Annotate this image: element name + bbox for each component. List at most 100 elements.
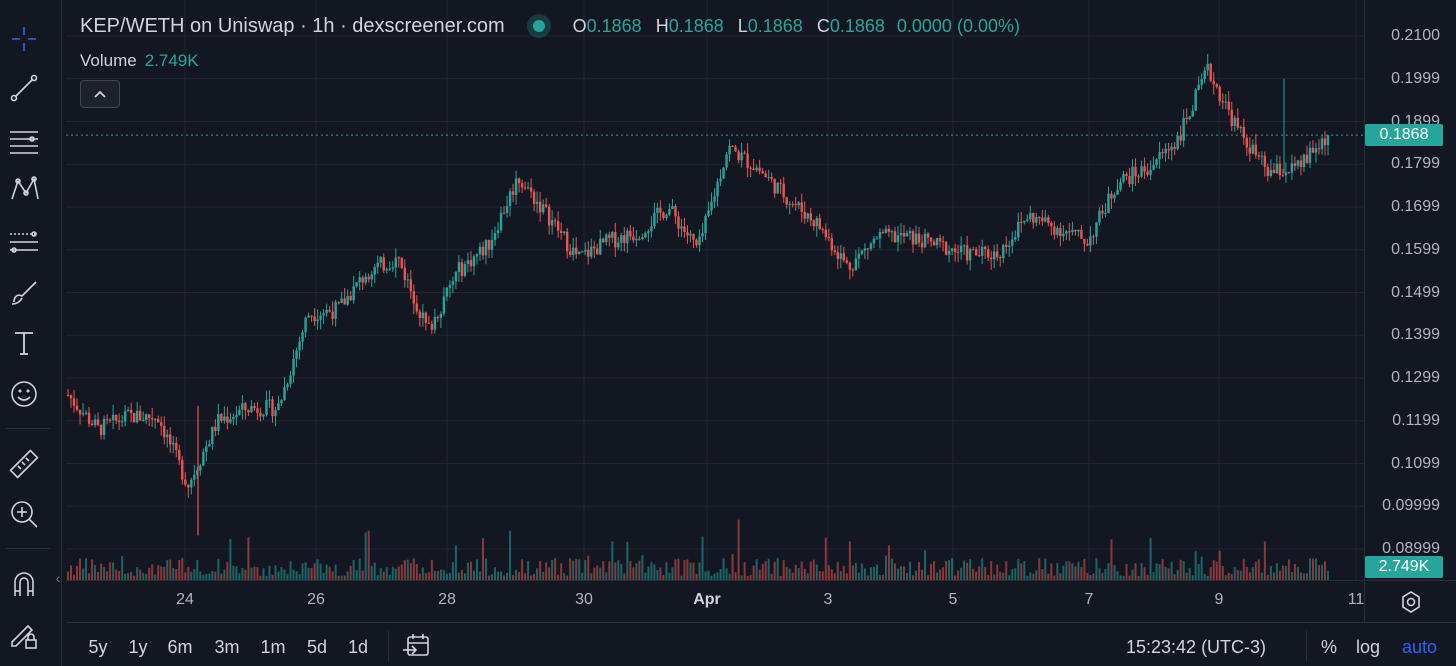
candle-body	[647, 231, 650, 234]
volume-bar	[899, 566, 902, 580]
candle-body	[157, 418, 160, 423]
emoji-icon[interactable]	[0, 370, 48, 418]
candle-body	[1038, 217, 1041, 219]
range-button-3m[interactable]: 3m	[214, 637, 240, 657]
time-axis[interactable]: 24 26 28 30 Apr 3 5 7 9 11	[66, 580, 1364, 622]
candle-body	[929, 237, 933, 242]
horizontal-lines-icon[interactable]	[0, 116, 48, 164]
candle-body	[989, 257, 993, 260]
volume-bar	[1296, 566, 1299, 580]
volume-bar	[223, 569, 226, 580]
ruler-icon[interactable]	[0, 440, 48, 488]
candle-body	[1302, 154, 1306, 168]
volume-bar	[1251, 567, 1254, 580]
candle-body	[971, 249, 975, 251]
candle-body	[1245, 137, 1249, 148]
crosshair-icon[interactable]	[0, 15, 48, 63]
zoom-in-icon[interactable]	[0, 490, 48, 538]
range-button-6m[interactable]: 6m	[167, 637, 193, 657]
candle-body	[1320, 138, 1324, 150]
volume-bar	[966, 562, 969, 580]
range-button-5d[interactable]: 5d	[306, 637, 328, 657]
volume-bar	[611, 541, 614, 580]
volume-bar	[436, 571, 439, 580]
candle-body	[544, 204, 548, 207]
range-button-5y[interactable]: 5y	[88, 637, 108, 657]
log-toggle[interactable]: log	[1356, 637, 1381, 657]
candle-body	[355, 282, 358, 287]
volume-bar	[677, 558, 680, 580]
volume-bar	[1128, 575, 1131, 580]
candle-body	[448, 284, 452, 288]
chart-pane[interactable]	[66, 0, 1364, 580]
candle-body	[653, 213, 656, 227]
toolbar-collapse-icon[interactable]: ‹	[55, 570, 61, 586]
candle-body	[463, 263, 467, 276]
candle-body	[1125, 173, 1128, 176]
date-range-icon[interactable]	[402, 633, 432, 664]
candle-body	[520, 183, 524, 188]
candlestick-chart[interactable]	[66, 0, 1364, 580]
candle-body	[1311, 147, 1315, 153]
volume-bar	[1233, 566, 1236, 580]
brush-icon[interactable]	[0, 268, 48, 316]
candle-body	[493, 233, 497, 240]
range-button-1y[interactable]: 1y	[128, 637, 148, 657]
volume-bar	[936, 572, 939, 580]
price-tick-label: 0.1799	[1391, 155, 1440, 173]
candle-body	[848, 262, 852, 270]
volume-bar	[641, 555, 644, 580]
range-button-1m[interactable]: 1m	[260, 637, 286, 657]
candle-body	[884, 228, 888, 233]
candle-body	[1218, 86, 1221, 102]
volume-bar	[581, 572, 584, 580]
text-icon[interactable]	[0, 318, 48, 366]
volume-bar	[731, 553, 734, 580]
volume-bar	[1260, 572, 1263, 580]
candle-body	[635, 238, 638, 241]
volume-bar	[1278, 570, 1281, 580]
candle-body	[346, 296, 349, 305]
volume-bar	[286, 573, 289, 580]
candle-body	[662, 212, 665, 219]
volume-bar	[1281, 565, 1284, 580]
percent-toggle[interactable]: %	[1321, 637, 1338, 657]
volume-bar	[824, 537, 827, 580]
volume-bar	[1257, 559, 1260, 580]
volume-bar	[572, 560, 575, 580]
range-button-1d[interactable]: 1d	[347, 637, 369, 657]
symbol-title[interactable]: KEP/WETH on Uniswap · 1h · dexscreener.c…	[80, 14, 505, 37]
volume-bar	[830, 569, 833, 580]
volume-bar	[689, 562, 692, 580]
candle-body	[857, 253, 861, 259]
magnet-icon[interactable]	[0, 560, 48, 608]
volume-bar	[475, 559, 478, 580]
ohlc-value: 0.1868	[668, 15, 724, 36]
settings-gear-icon[interactable]	[1364, 580, 1456, 622]
pattern-icon[interactable]	[0, 165, 48, 213]
candle-body	[899, 233, 903, 236]
candle-body	[821, 228, 824, 230]
volume-bar	[1149, 537, 1152, 580]
volume-bar	[1203, 574, 1206, 580]
volume-bar	[73, 574, 76, 580]
candle-body	[1146, 171, 1149, 175]
candle-body	[337, 302, 340, 304]
volume-bar	[653, 564, 656, 580]
price-axis[interactable]: 0.2100 0.1999 0.1899 0.1799 0.1699 0.1599 0.14…	[1364, 0, 1456, 580]
candle-body	[656, 207, 659, 214]
trend-line-icon[interactable]	[0, 64, 48, 112]
candle-body	[782, 183, 785, 198]
candle-body	[475, 254, 479, 257]
clock-timezone[interactable]: 15:23:42 (UTC-3)	[1126, 637, 1267, 657]
chevron-up-icon[interactable]	[80, 80, 120, 108]
auto-scale-toggle[interactable]: auto	[1402, 637, 1438, 657]
candle-body	[875, 238, 879, 240]
candle-body	[1107, 193, 1110, 213]
candle-body	[950, 248, 954, 251]
fib-retracement-icon[interactable]	[0, 216, 48, 264]
lock-drawings-icon[interactable]	[0, 610, 48, 658]
candle-body	[1002, 244, 1005, 259]
volume-bar	[740, 575, 743, 580]
price-tick-label: 0.1699	[1391, 198, 1440, 215]
